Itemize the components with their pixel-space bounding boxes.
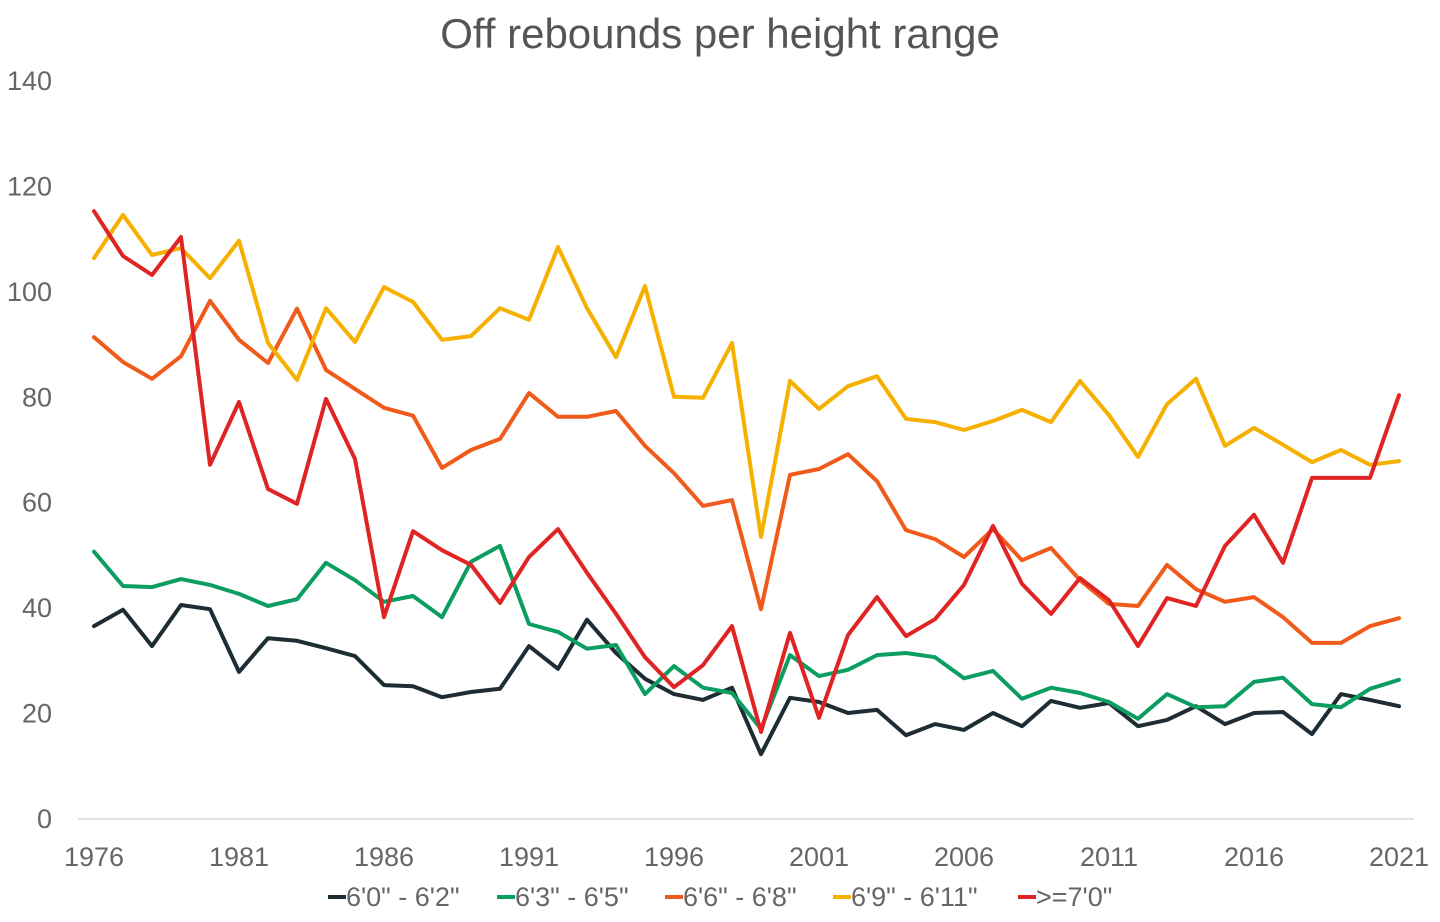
y-tick-label: 40: [22, 593, 52, 623]
x-tick-label: 2001: [789, 842, 849, 872]
legend: 6'0" - 6'2" 6'3" - 6'5" 6'6" - 6'8" 6'9" - …: [328, 882, 1112, 912]
x-tick-label: 2011: [1080, 842, 1138, 872]
x-tick-label: 2016: [1224, 842, 1284, 872]
x-tick-label: 1986: [354, 842, 414, 872]
y-axis: 0 20 40 60 80 100 120 140: [7, 66, 52, 834]
y-tick-label: 80: [22, 382, 52, 412]
series-lines: [92, 209, 1401, 757]
legend-label: 6'9" - 6'11": [851, 882, 978, 912]
legend-label: >=7'0": [1036, 882, 1112, 912]
x-tick-label: 1991: [499, 842, 559, 872]
y-tick-label: 140: [7, 66, 52, 96]
y-tick-label: 0: [37, 804, 52, 834]
chart-title: Off rebounds per height range: [440, 10, 1000, 57]
y-tick-label: 100: [7, 277, 52, 307]
y-tick-label: 120: [7, 171, 52, 201]
x-tick-label: 1981: [209, 842, 269, 872]
legend-label: 6'6" - 6'8": [683, 882, 797, 912]
series-line: [92, 603, 1401, 757]
series-line: [92, 212, 1401, 539]
y-tick-label: 60: [22, 488, 52, 518]
x-tick-label: 1996: [644, 842, 704, 872]
series-line: [92, 543, 1401, 731]
x-tick-label: 1976: [64, 842, 124, 872]
legend-label: 6'3" - 6'5": [515, 882, 629, 912]
legend-label: 6'0" - 6'2": [346, 882, 460, 912]
series-line: [92, 209, 1401, 734]
x-tick-label: 2006: [934, 842, 994, 872]
x-tick-label: 2021: [1369, 842, 1429, 872]
y-tick-label: 20: [22, 699, 52, 729]
x-axis: 1976 1981 1986 1991 1996 2001 2006 2011 2016 2021: [64, 842, 1429, 872]
